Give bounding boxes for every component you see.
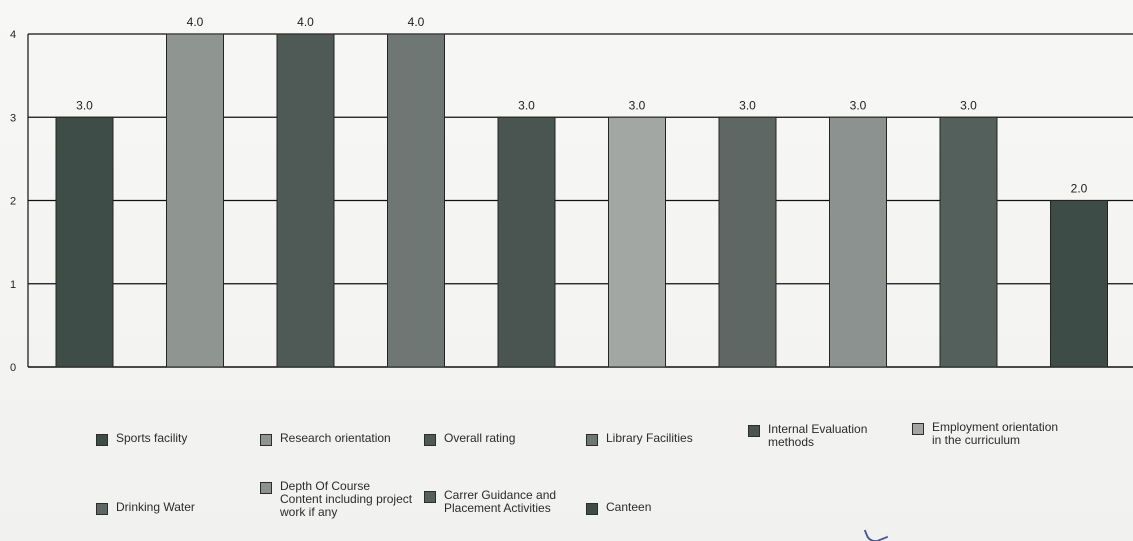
bar-value-label-8: 3.0 — [850, 98, 867, 112]
legend-label-library-facilities: Library Facilities — [606, 431, 693, 445]
legend-item-library-facilities: Library Facilities — [586, 432, 693, 446]
bar-value-label-4: 4.0 — [408, 15, 425, 29]
bar-value-label-3: 4.0 — [297, 15, 314, 29]
y-tick-label-3: 3 — [10, 112, 16, 124]
legend-item-drinking-water: Drinking Water — [96, 501, 195, 515]
legend-swatch-research-orientation — [260, 434, 272, 446]
legend-item-research-orientation: Research orientation — [260, 432, 391, 446]
legend-item-internal-evaluation: Internal Evaluation methods — [748, 423, 867, 449]
legend-item-employment-orientation: Employment orientation in the curriculum — [912, 421, 1058, 447]
legend-item-sports-facility: Sports facility — [96, 432, 187, 446]
legend-swatch-overall-rating — [424, 434, 436, 446]
legend-label-research-orientation: Research orientation — [280, 431, 391, 445]
legend-label-employment-orientation: Employment orientation in the curriculum — [932, 420, 1059, 447]
bar-value-label-1: 3.0 — [76, 98, 93, 112]
y-tick-label-1: 1 — [10, 279, 16, 291]
legend-swatch-drinking-water — [96, 503, 108, 515]
bar-1 — [55, 116, 114, 368]
legend-swatch-library-facilities — [586, 434, 598, 446]
bar-value-label-2: 4.0 — [187, 15, 204, 29]
legend-item-depth-of-course: Depth Of Course Content including projec… — [260, 480, 412, 519]
legend-swatch-career-guidance — [424, 491, 436, 503]
legend-label-overall-rating: Overall rating — [444, 431, 516, 445]
bar-value-label-9: 3.0 — [960, 98, 977, 112]
y-tick-label-2: 2 — [10, 196, 16, 208]
legend-label-canteen: Canteen — [606, 500, 652, 514]
bar-value-label-7: 3.0 — [739, 98, 756, 112]
legend-label-depth-of-course: Depth Of Course Content including projec… — [280, 479, 413, 519]
legend-swatch-sports-facility — [96, 434, 108, 446]
legend-swatch-employment-orientation — [912, 423, 924, 435]
bar-5 — [497, 116, 556, 368]
legend-label-sports-facility: Sports facility — [116, 431, 188, 445]
bar-value-label-5: 3.0 — [518, 98, 535, 112]
legend-label-internal-evaluation: Internal Evaluation methods — [768, 422, 868, 449]
legend-label-career-guidance: Carrer Guidance and Placement Activities — [444, 488, 557, 515]
bar-4 — [387, 33, 445, 368]
legend-swatch-depth-of-course — [260, 482, 272, 494]
legend-item-canteen: Canteen — [586, 501, 651, 515]
y-tick-label-0: 0 — [10, 362, 16, 374]
y-tick-label-4: 4 — [10, 29, 16, 41]
bar-3 — [276, 33, 335, 368]
legend-swatch-internal-evaluation — [748, 425, 760, 437]
bar-9 — [939, 116, 998, 368]
bar-value-label-6: 3.0 — [629, 98, 646, 112]
legend-item-overall-rating: Overall rating — [424, 432, 515, 446]
bar-7 — [718, 116, 777, 368]
bar-10 — [1050, 200, 1108, 368]
legend-item-career-guidance: Carrer Guidance and Placement Activities — [424, 489, 556, 515]
bar-2 — [166, 33, 224, 368]
legend-label-drinking-water: Drinking Water — [116, 500, 195, 514]
legend-swatch-canteen — [586, 503, 598, 515]
bar-6 — [608, 116, 666, 368]
bar-value-label-10: 2.0 — [1071, 182, 1088, 196]
bar-8 — [829, 116, 887, 368]
